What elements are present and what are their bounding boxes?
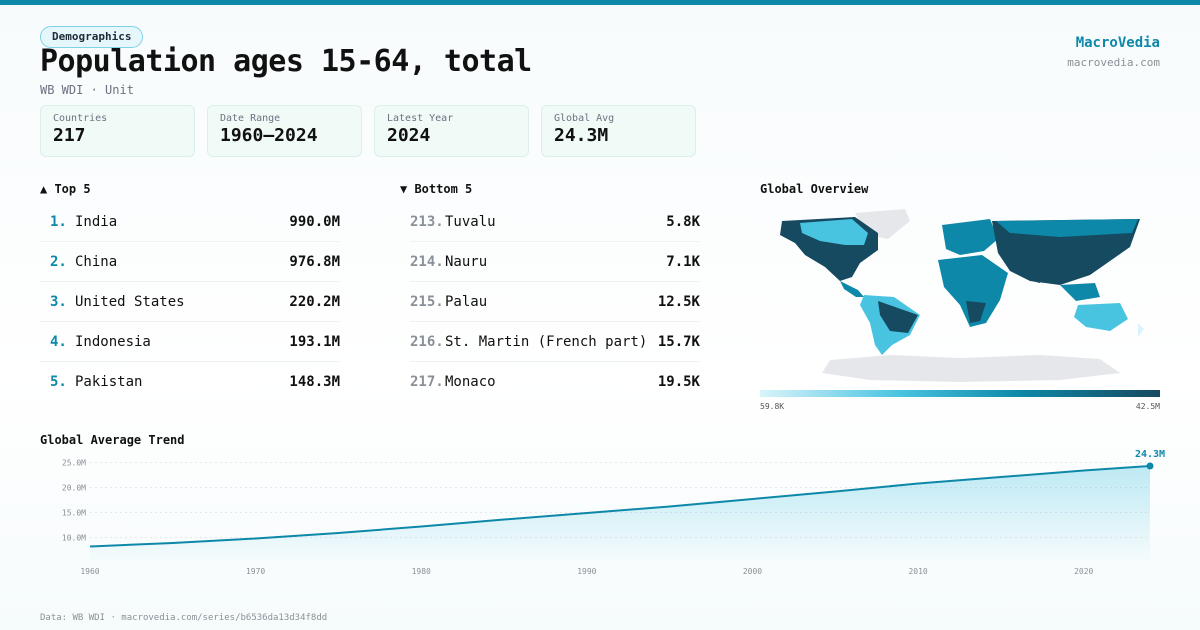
rank-number: 217. — [410, 374, 444, 390]
stat-label: Date Range — [220, 113, 281, 124]
rank-number: 213. — [410, 213, 444, 230]
list-item[interactable]: 213. Tuvalu 5.8K — [410, 202, 700, 242]
y-tick-label: 15.0M — [62, 509, 86, 518]
x-tick-label: 2020 — [1074, 567, 1093, 576]
bottom5-list: 213. Tuvalu 5.8K 214. Nauru 7.1K 215. Pa… — [410, 202, 700, 402]
trend-chart-svg: 10.0M 15.0M 20.0M 25.0M 1960 1970 1980 1990 2000… — [62, 449, 1165, 576]
africa-south-region — [966, 301, 986, 323]
last-point-label: 24.3M — [1135, 449, 1165, 460]
x-tick-label: 1990 — [577, 567, 596, 576]
x-tick-label: 1960 — [80, 567, 99, 576]
country-name: Nauru — [445, 253, 488, 270]
rank-number: 215. — [410, 293, 444, 310]
rank-number: 2. — [50, 253, 67, 270]
central-america-region — [840, 281, 864, 297]
world-choropleth-map[interactable] — [760, 205, 1160, 390]
country-name: Indonesia — [75, 333, 151, 350]
x-tick-label: 1970 — [246, 567, 265, 576]
canada-region — [800, 219, 868, 245]
australia-region — [1074, 303, 1128, 331]
bottom5-heading: ▼ Bottom 5 — [400, 182, 473, 196]
country-value: 5.8K — [666, 213, 700, 230]
country-name: Pakistan — [75, 374, 143, 390]
india-region — [1022, 257, 1048, 283]
country-name: India — [75, 213, 118, 230]
x-tick-label: 2010 — [908, 567, 927, 576]
country-name: St. Martin (French part) — [445, 333, 648, 350]
country-value: 15.7K — [657, 333, 700, 350]
list-item[interactable]: 4. Indonesia 193.1M — [40, 322, 340, 362]
europe-region — [942, 219, 998, 255]
category-badge: Demographics — [40, 26, 144, 48]
country-value: 148.3M — [289, 374, 340, 390]
country-value: 220.2M — [289, 293, 340, 310]
stat-card-date-range: Date Range 1960–2024 — [207, 105, 362, 157]
country-value: 976.8M — [289, 253, 340, 270]
stat-card-countries: Countries 217 — [40, 105, 195, 157]
list-item[interactable]: 2. China 976.8M — [40, 242, 340, 282]
southeast-asia-region — [1060, 283, 1100, 301]
antarctica-region — [822, 355, 1120, 382]
list-item[interactable]: 1. India 990.0M — [40, 202, 340, 242]
map-legend-bar — [760, 390, 1160, 397]
rank-number: 3. — [50, 293, 67, 310]
stat-value: 2024 — [387, 125, 431, 146]
map-legend-min: 59.8K — [760, 402, 785, 411]
brand-url[interactable]: macrovedia.com — [1067, 56, 1160, 69]
trend-line — [89, 465, 1151, 548]
brand-logo[interactable]: MacroVedia — [1075, 35, 1160, 51]
list-item[interactable]: 3. United States 220.2M — [40, 282, 340, 322]
list-item[interactable]: 5. Pakistan 148.3M — [40, 362, 340, 402]
y-tick-label: 25.0M — [62, 459, 86, 468]
list-item[interactable]: 215. Palau 12.5K — [410, 282, 700, 322]
footer-source: Data: WB WDI · macrovedia.com/series/b65… — [40, 613, 328, 623]
country-value: 12.5K — [657, 293, 700, 310]
rank-number: 4. — [50, 333, 67, 350]
africa-region — [938, 255, 1008, 327]
x-tick-label: 2000 — [743, 567, 762, 576]
stat-card-global-avg: Global Avg 24.3M — [541, 105, 696, 157]
world-map-svg — [780, 209, 1144, 382]
country-value: 990.0M — [289, 213, 340, 230]
country-name: Monaco — [445, 374, 496, 390]
stat-label: Latest Year — [387, 113, 454, 124]
trend-area — [90, 466, 1150, 560]
rank-number: 214. — [410, 253, 444, 270]
map-heading: Global Overview — [760, 182, 869, 196]
stat-value: 1960–2024 — [220, 125, 318, 146]
country-name: Palau — [445, 293, 488, 310]
rank-number: 216. — [410, 333, 444, 350]
y-tick-label: 20.0M — [62, 484, 86, 493]
stat-card-latest-year: Latest Year 2024 — [374, 105, 529, 157]
last-point-marker — [1146, 462, 1154, 470]
rank-number: 5. — [50, 374, 67, 390]
stat-label: Countries — [53, 113, 108, 124]
new-zealand-region — [1138, 323, 1144, 337]
country-value: 7.1K — [666, 253, 700, 270]
stat-value: 24.3M — [554, 125, 609, 146]
country-name: United States — [75, 293, 185, 310]
trend-chart-title: Global Average Trend — [40, 433, 185, 447]
list-item[interactable]: 217. Monaco 19.5K — [410, 362, 700, 402]
top-accent-bar — [0, 0, 1200, 5]
russia-region — [996, 219, 1138, 237]
country-name: China — [75, 253, 118, 270]
country-name: Tuvalu — [445, 213, 496, 230]
usa-region — [818, 247, 862, 269]
stat-label: Global Avg — [554, 113, 615, 124]
country-value: 193.1M — [289, 333, 340, 350]
page-title: Population ages 15-64, total — [40, 44, 532, 79]
map-legend-max: 42.5M — [1135, 402, 1160, 411]
y-tick-label: 10.0M — [62, 534, 86, 543]
list-item[interactable]: 216. St. Martin (French part) 15.7K — [410, 322, 700, 362]
x-tick-label: 1980 — [412, 567, 431, 576]
country-value: 19.5K — [657, 374, 700, 390]
top5-list: 1. India 990.0M 2. China 976.8M 3. Unite… — [40, 202, 340, 402]
stat-value: 217 — [53, 125, 86, 146]
page-subtitle: WB WDI · Unit — [40, 83, 134, 97]
rank-number: 1. — [50, 213, 67, 230]
top5-heading: ▲ Top 5 — [40, 182, 91, 196]
list-item[interactable]: 214. Nauru 7.1K — [410, 242, 700, 282]
brazil-region — [878, 301, 918, 333]
